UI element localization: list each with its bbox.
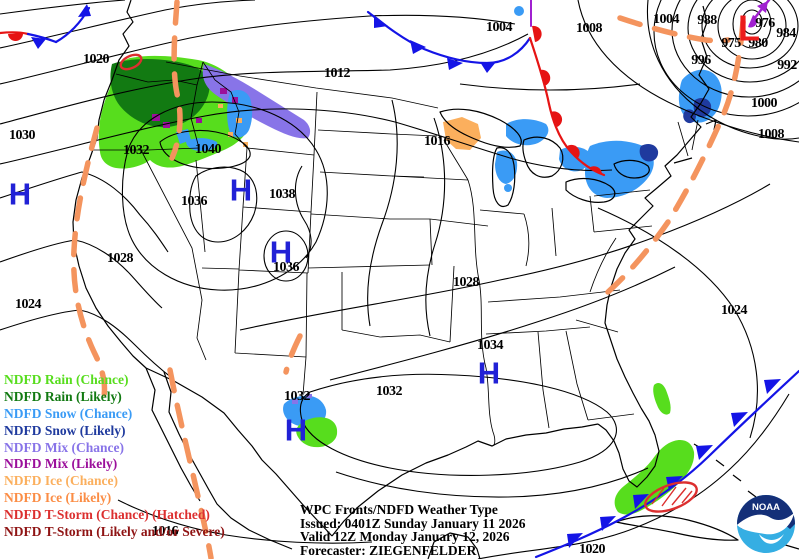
legend-item: NDFD T-Storm (Chance) (Hatched) — [4, 507, 210, 523]
legend-item: NDFD Ice (Chance) — [4, 473, 118, 489]
cold-front-north — [366, 10, 532, 65]
legend-item: NDFD Snow (Likely) — [4, 422, 126, 438]
legend-item: NDFD Rain (Likely) — [4, 388, 122, 404]
legend-item: NDFD T-Storm (Likely and/or Severe) — [4, 524, 225, 540]
tstorm-hatched-areas — [119, 53, 698, 513]
state-borders-layer — [93, 61, 699, 447]
info-title: WPC Fronts/NDFD Weather Type — [300, 502, 498, 517]
legend: NDFD Rain (Chance) NDFD Rain (Likely) NDFD… — [4, 372, 225, 541]
coastline-layer — [72, 0, 799, 559]
info-forecaster: Forecaster: ZIEGENFELDER — [300, 542, 477, 558]
noaa-logo-icon: NOAA — [737, 495, 795, 553]
info-box: WPC Fronts/NDFD Weather Type Issued: 040… — [300, 503, 525, 557]
noaa-logo-text: NOAA — [752, 502, 780, 513]
info-valid: Valid 12Z Monday January 12, 2026 — [300, 529, 510, 544]
legend-item: NDFD Mix (Chance) — [4, 439, 124, 455]
legend-item: NDFD Ice (Likely) — [4, 490, 112, 506]
noaa-logo: NOAA — [736, 493, 796, 553]
tstorm-area-florida-keys — [644, 481, 698, 513]
tstorm-area-washington — [119, 53, 143, 71]
legend-item: NDFD Rain (Chance) — [4, 372, 129, 387]
info-issued: Issued: 0401Z Sunday January 11 2026 — [300, 515, 526, 531]
trough-lines-layer — [70, 0, 746, 559]
legend-item: NDFD Snow (Chance) — [4, 405, 133, 421]
legend-item: NDFD Mix (Likely) — [4, 456, 118, 472]
